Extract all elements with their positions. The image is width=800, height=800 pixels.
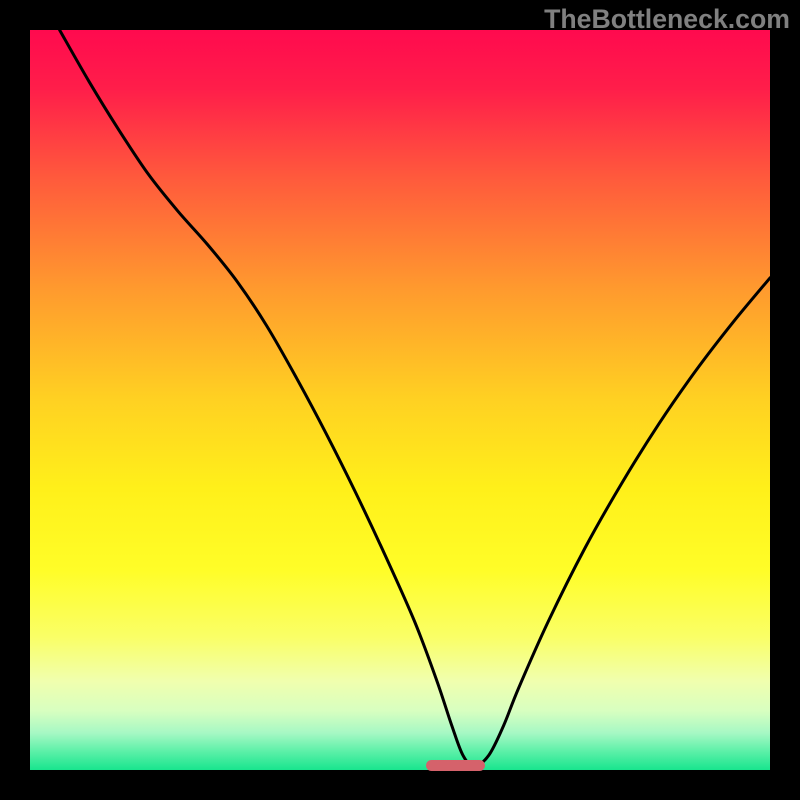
curve-svg [30, 30, 770, 770]
minimum-marker [426, 760, 485, 770]
chart-container: TheBottleneck.com [0, 0, 800, 800]
watermark-text: TheBottleneck.com [544, 4, 790, 35]
curve-line [60, 30, 770, 766]
plot-area [30, 30, 770, 770]
